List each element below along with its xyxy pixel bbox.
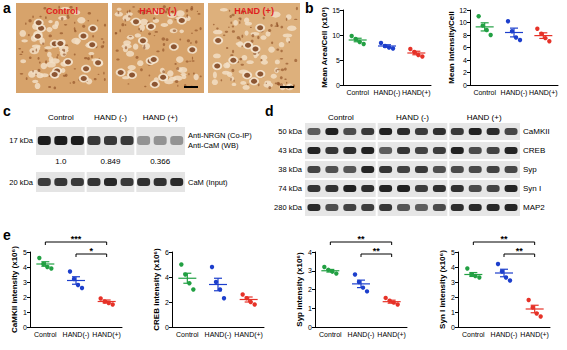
svg-text:4: 4 xyxy=(165,274,169,281)
svg-text:**: ** xyxy=(500,234,508,244)
svg-text:10: 10 xyxy=(332,32,340,39)
svg-text:Control: Control xyxy=(176,331,199,338)
svg-text:d: d xyxy=(265,103,274,119)
svg-text:CaMKII intensity (x10⁶): CaMKII intensity (x10⁶) xyxy=(10,246,19,333)
svg-text:2: 2 xyxy=(308,286,312,293)
svg-text:MAP2: MAP2 xyxy=(523,203,545,212)
svg-text:**: ** xyxy=(357,234,365,244)
svg-text:b: b xyxy=(305,0,314,16)
svg-text:Syn I intensity (x10⁶): Syn I intensity (x10⁶) xyxy=(438,250,447,329)
svg-text:2: 2 xyxy=(23,294,27,301)
svg-text:HAND(+): HAND(+) xyxy=(402,89,431,97)
svg-text:6: 6 xyxy=(165,249,169,256)
svg-text:50 kDa: 50 kDa xyxy=(278,127,303,136)
svg-text:4: 4 xyxy=(23,264,27,271)
svg-text:e: e xyxy=(3,227,11,243)
svg-text:CREB: CREB xyxy=(523,146,545,155)
svg-text:Syn I: Syn I xyxy=(523,184,541,193)
svg-text:Mean Area/Cell (x10³): Mean Area/Cell (x10³) xyxy=(320,7,329,88)
svg-text:1: 1 xyxy=(308,305,312,312)
svg-text:6: 6 xyxy=(463,44,467,51)
svg-text:Syp: Syp xyxy=(523,165,537,174)
svg-text:Mean Intensity/Cell: Mean Intensity/Cell xyxy=(447,11,456,83)
svg-text:0: 0 xyxy=(23,324,27,331)
svg-text:1: 1 xyxy=(451,309,455,316)
svg-text:8: 8 xyxy=(463,32,467,39)
svg-text:1: 1 xyxy=(23,309,27,316)
svg-text:74 kDa: 74 kDa xyxy=(278,184,303,193)
svg-text:CaMKII: CaMKII xyxy=(523,127,550,136)
svg-text:4: 4 xyxy=(451,264,455,271)
svg-text:Anti-NRGN (Co-IP): Anti-NRGN (Co-IP) xyxy=(188,131,252,140)
svg-text:Syp intensity (x10⁶): Syp intensity (x10⁶) xyxy=(295,252,304,327)
svg-text:***: *** xyxy=(71,234,82,244)
svg-text:CREB intensity (x10⁶): CREB intensity (x10⁶) xyxy=(152,248,161,331)
svg-text:CaM (Input): CaM (Input) xyxy=(188,178,228,187)
svg-text:12: 12 xyxy=(459,7,467,14)
svg-text:HAND (+): HAND (+) xyxy=(143,113,178,122)
svg-text:HAND (+): HAND (+) xyxy=(467,113,502,122)
svg-text:*: * xyxy=(90,246,94,256)
svg-text:HAND(-): HAND(-) xyxy=(348,331,375,339)
svg-text:280 kDa: 280 kDa xyxy=(274,203,303,212)
svg-text:0.366: 0.366 xyxy=(150,157,171,166)
svg-text:0: 0 xyxy=(451,324,455,331)
svg-text:4: 4 xyxy=(308,249,312,256)
svg-text:43 kDa: 43 kDa xyxy=(278,146,303,155)
svg-text:HAND(-): HAND(-) xyxy=(374,89,401,97)
svg-text:3: 3 xyxy=(451,279,455,286)
svg-text:2: 2 xyxy=(165,299,169,306)
svg-text:2: 2 xyxy=(451,294,455,301)
svg-text:**: ** xyxy=(373,246,381,256)
svg-text:HAND(-): HAND(-) xyxy=(63,331,90,339)
svg-text:0: 0 xyxy=(165,324,169,331)
svg-text:Control: Control xyxy=(328,113,354,122)
svg-text:0: 0 xyxy=(336,82,340,89)
svg-text:38 kDa: 38 kDa xyxy=(278,165,303,174)
svg-text:HAND(-): HAND(-) xyxy=(501,89,528,97)
svg-text:Control: Control xyxy=(48,113,74,122)
svg-text:a: a xyxy=(3,0,11,16)
svg-text:HAND(+): HAND(+) xyxy=(377,331,406,339)
svg-text:HAND (-): HAND (-) xyxy=(94,113,127,122)
svg-text:Control: Control xyxy=(346,89,369,96)
svg-text:HAND (-): HAND (-) xyxy=(396,113,429,122)
svg-text:**: ** xyxy=(516,246,524,256)
svg-text:15: 15 xyxy=(332,7,340,14)
svg-text:2: 2 xyxy=(463,69,467,76)
svg-text:4: 4 xyxy=(463,57,467,64)
svg-text:3: 3 xyxy=(23,279,27,286)
svg-text:HAND(-): HAND(-) xyxy=(491,331,518,339)
svg-text:0: 0 xyxy=(463,82,467,89)
svg-text:5: 5 xyxy=(451,249,455,256)
svg-text:0.849: 0.849 xyxy=(100,157,121,166)
svg-text:20 kDa: 20 kDa xyxy=(9,178,34,187)
svg-text:Control: Control xyxy=(473,89,496,96)
svg-text:Control: Control xyxy=(319,331,342,338)
svg-text:HAND (-): HAND (-) xyxy=(139,6,177,16)
svg-text:5: 5 xyxy=(23,249,27,256)
svg-text:17 kDa: 17 kDa xyxy=(9,136,34,145)
svg-text:HAND(+): HAND(+) xyxy=(520,331,549,339)
svg-text:HAND (+): HAND (+) xyxy=(234,6,274,16)
svg-text:Control: Control xyxy=(34,331,57,338)
svg-text:0: 0 xyxy=(308,324,312,331)
svg-text:HAND(+): HAND(+) xyxy=(234,331,263,339)
svg-text:1.0: 1.0 xyxy=(55,157,67,166)
svg-text:HAND(+): HAND(+) xyxy=(92,331,121,339)
svg-text:HAND(-): HAND(-) xyxy=(205,331,232,339)
svg-text:Control: Control xyxy=(462,331,485,338)
svg-text:Control: Control xyxy=(46,6,78,16)
svg-text:Anti-CaM (WB): Anti-CaM (WB) xyxy=(188,141,239,150)
svg-text:10: 10 xyxy=(459,19,467,26)
svg-text:c: c xyxy=(3,103,11,119)
svg-text:HAND(+): HAND(+) xyxy=(529,89,558,97)
svg-text:5: 5 xyxy=(336,57,340,64)
svg-text:3: 3 xyxy=(308,267,312,274)
